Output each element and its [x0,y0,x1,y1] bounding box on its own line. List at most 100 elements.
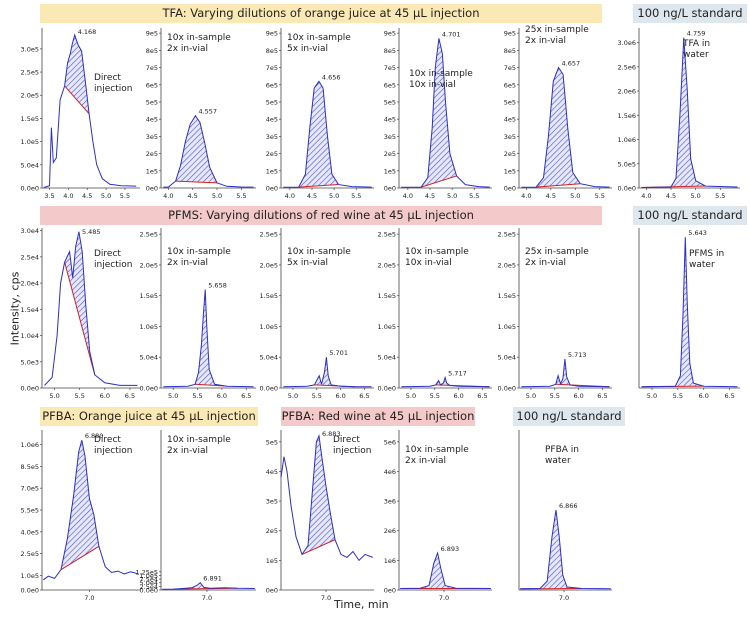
y-tick-label: 9e5 [266,30,278,38]
y-tick-label: 1.0e5 [498,323,516,331]
x-tick-label: 7.0 [439,594,449,602]
y-tick-label: 0e0 [146,185,158,193]
y-tick-label: 7e5 [384,64,396,72]
y-tick-label: 2.0e5 [498,261,516,269]
y-tick-label: 1.5e5 [498,292,516,300]
y-tick-label: 2e5 [384,150,396,158]
x-tick-label: 6.5 [359,392,369,400]
y-tick-label: 3e6 [384,498,396,506]
integration-baseline [420,175,457,188]
peak-retention-label: 5.485 [82,228,101,236]
peak-area [421,38,457,188]
panel-label: 25x in-sample [525,247,589,257]
y-tick-label: 5.0e4 [140,579,158,587]
y-tick-label: 0e0 [266,587,278,595]
panel-label: 10x in-sample [409,69,473,79]
y-tick-label: 7.0e5 [21,485,39,493]
integration-baseline [60,545,100,571]
y-tick-label: 2.5e5 [140,231,158,239]
panel-label: 2x in-vial [525,258,566,268]
y-tick-label: 2.0e5 [378,261,396,269]
y-tick-label: 7.5e4 [140,576,158,584]
panel-label: 10x in-vial [409,80,456,90]
panel-label: injection [94,84,132,94]
chromatogram-trace [401,38,490,188]
panel-label: PFBA in [545,445,579,455]
panel-label: 2x in-vial [525,36,566,46]
y-tick-label: 2.5e5 [21,69,39,77]
peak-retention-label: 6.880 [85,432,104,440]
peak-area [314,357,355,387]
panel-label: 10x in-sample [405,445,469,455]
y-tick-label: 1.0e5 [21,138,39,146]
peak-area [536,67,581,188]
y-tick-label: 2.0e6 [618,88,636,96]
x-tick-label: 5.5 [469,192,479,200]
y-tick-label: 6e5 [504,81,516,89]
y-tick-label: 1.0e5 [21,572,39,580]
x-tick-label: 4.5 [307,192,317,200]
x-tick-label: 4.5 [546,192,556,200]
x-tick-label: 5.0 [49,392,59,400]
x-tick-label: 5.0 [288,392,298,400]
peak-area [64,231,95,375]
panel-label: PFMS in [689,249,724,259]
x-tick-label: 5.5 [192,392,202,400]
y-tick-label: 1e5 [384,167,396,175]
panel-label: 25x in-sample [525,25,589,35]
peak-retention-label: 5.701 [329,349,348,357]
chromatogram-trace [521,359,610,388]
peak-retention-label: 4.168 [78,28,97,36]
panel-label: Direct [94,435,121,445]
panel-label: 5x in-vial [287,44,328,54]
x-tick-label: 7.0 [321,594,331,602]
y-tick-label: 5e5 [504,98,516,106]
y-tick-label: 8e5 [146,47,158,55]
y-tick-label: 1.0e5 [260,323,278,331]
y-tick-label: 1.0e4 [21,332,39,340]
pfba-standard-header: 100 ng/L standard [513,407,625,426]
x-tick-label: 4.0 [285,192,295,200]
panel-label: injection [94,260,132,270]
x-tick-label: 6.5 [241,392,251,400]
y-tick-label: 7e5 [266,64,278,72]
y-tick-label: 2.0e5 [140,261,158,269]
chromatogram-trace [162,581,255,590]
panel-label: injection [333,446,371,456]
x-tick-label: 3.5 [44,192,54,200]
x-tick-label: 5.0 [212,192,222,200]
panel-label: 2x in-vial [167,258,208,268]
x-tick-label: 5.0 [526,392,536,400]
y-tick-label: 2e6 [384,527,396,535]
peak-area [195,289,227,387]
y-tick-label: 3e5 [504,133,516,141]
chromatogram-trace [163,289,254,388]
x-tick-label: 5.0 [406,392,416,400]
x-tick-label: 5.0 [570,192,580,200]
y-tick-label: 5e6 [384,438,396,446]
x-tick-label: 5.5 [430,392,440,400]
y-tick-label: 2.0e5 [260,261,278,269]
y-tick-label: 0.0e0 [618,185,636,193]
x-tick-label: 5.0 [168,392,178,400]
y-tick-label: 2e5 [266,150,278,158]
y-tick-label: 1e5 [146,167,158,175]
y-tick-label: 5.0e4 [21,161,39,169]
tfa-header: TFA: Varying dilutions of orange juice a… [40,4,602,23]
x-tick-label: 4.0 [163,192,173,200]
y-tick-label: 0e0 [384,587,396,595]
y-tick-label: 2e5 [146,150,158,158]
y-tick-label: 1.0e5 [378,323,396,331]
y-tick-label: 0e0 [504,185,516,193]
peak-retention-label: 4.656 [322,73,341,81]
panel-label: 10x in-sample [167,247,231,257]
y-tick-label: 5e5 [266,438,278,446]
peak-area [641,37,706,188]
y-tick-label: 9e5 [384,30,396,38]
peak-area [641,237,704,387]
y-tick-label: 2.5e6 [618,63,636,71]
x-axis-label: Time, min [334,598,389,611]
panel-label: Direct [94,249,121,259]
y-tick-label: 0.0e0 [140,587,158,595]
y-tick-label: 3.0e4 [21,227,39,235]
